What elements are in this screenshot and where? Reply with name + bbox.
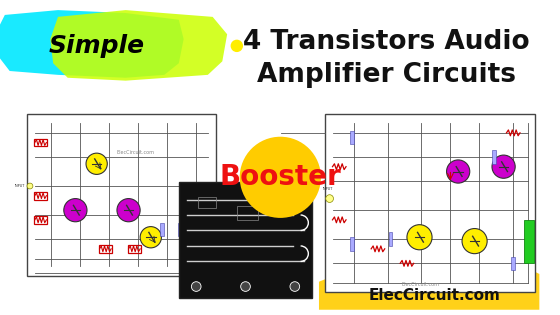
Bar: [524, 220, 534, 263]
Text: Amplifier Circuits: Amplifier Circuits: [257, 62, 516, 88]
Polygon shape: [319, 269, 539, 310]
Polygon shape: [0, 10, 184, 78]
Bar: [194, 241, 200, 257]
Bar: [389, 232, 393, 246]
Circle shape: [64, 198, 87, 222]
Circle shape: [290, 282, 300, 291]
Text: Booster: Booster: [220, 163, 341, 191]
Bar: [198, 197, 216, 208]
Circle shape: [27, 183, 33, 189]
Point: [232, 43, 241, 49]
Bar: [350, 237, 354, 251]
Circle shape: [326, 195, 333, 203]
Circle shape: [117, 198, 140, 222]
Bar: [325, 113, 535, 292]
Circle shape: [407, 225, 432, 250]
Text: 4 Transistors Audio: 4 Transistors Audio: [244, 29, 530, 55]
Circle shape: [240, 137, 321, 218]
Bar: [34, 192, 48, 199]
Text: ElecCircuit.com: ElecCircuit.com: [117, 150, 155, 155]
Bar: [511, 257, 515, 270]
Bar: [237, 206, 258, 220]
Polygon shape: [50, 10, 227, 81]
Bar: [266, 197, 285, 208]
Text: ElecCircuit.com: ElecCircuit.com: [369, 288, 501, 303]
Circle shape: [140, 226, 161, 248]
Text: INPUT: INPUT: [15, 184, 25, 188]
Circle shape: [192, 282, 201, 291]
Circle shape: [492, 155, 515, 178]
Circle shape: [86, 153, 108, 175]
Polygon shape: [185, 237, 196, 261]
Bar: [350, 131, 354, 145]
Text: ElecCircuit.com: ElecCircuit.com: [402, 282, 440, 287]
Bar: [178, 223, 181, 236]
Circle shape: [446, 160, 470, 183]
Circle shape: [462, 229, 487, 254]
Bar: [161, 223, 164, 236]
Bar: [492, 150, 496, 164]
Text: INPUT: INPUT: [323, 187, 333, 191]
Circle shape: [241, 282, 250, 291]
Bar: [128, 245, 141, 253]
Bar: [34, 216, 48, 224]
Bar: [34, 139, 48, 146]
Bar: [99, 245, 112, 253]
Bar: [27, 113, 216, 276]
Bar: [179, 182, 312, 298]
Text: Simple: Simple: [49, 34, 144, 58]
